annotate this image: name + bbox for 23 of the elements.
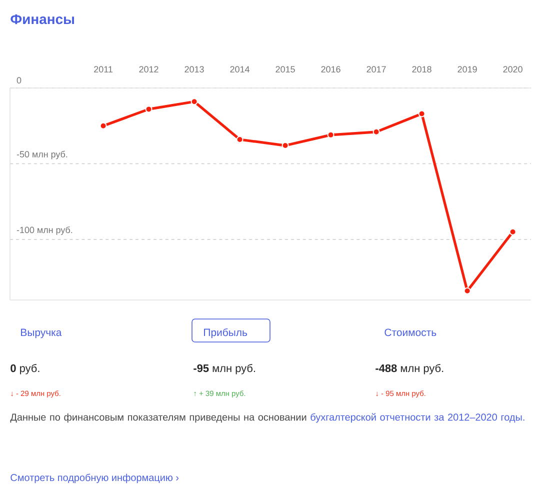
x-tick-label: 2018 (412, 66, 432, 72)
x-tick-label: 2019 (458, 66, 477, 72)
text: -488 млн руб. (376, 364, 444, 374)
text: 0 руб. (10, 364, 40, 374)
x-tick-label: 2011 (94, 66, 112, 72)
chart-title: Финансы (10, 14, 74, 24)
text: Выручка (21, 328, 62, 338)
x-tick-label: 2017 (366, 66, 386, 72)
x-tick-label: 2020 (503, 66, 522, 72)
y-tick-label: -50 млн руб. (16, 150, 68, 160)
text: -95 млн руб. (194, 364, 255, 374)
text: Прибыль (204, 328, 248, 338)
y-tick-label: -100 млн руб. (16, 226, 72, 235)
text: Стоимость (384, 328, 436, 336)
y-tick-label: 0 (16, 77, 22, 84)
x-tick-label: 2015 (276, 66, 295, 72)
text: бухгалтерской отчетности за 2012–2020 годы. (310, 413, 524, 423)
x-tick-label: 2014 (230, 66, 250, 72)
x-tick-label: 2012 (139, 66, 158, 72)
x-tick-label: 2013 (184, 66, 204, 72)
x-tick-label: 2016 (321, 66, 340, 72)
text: Данные по финансовым показателям приведены на основании (10, 413, 306, 423)
text: Смотреть подробную информацию › (10, 474, 179, 484)
